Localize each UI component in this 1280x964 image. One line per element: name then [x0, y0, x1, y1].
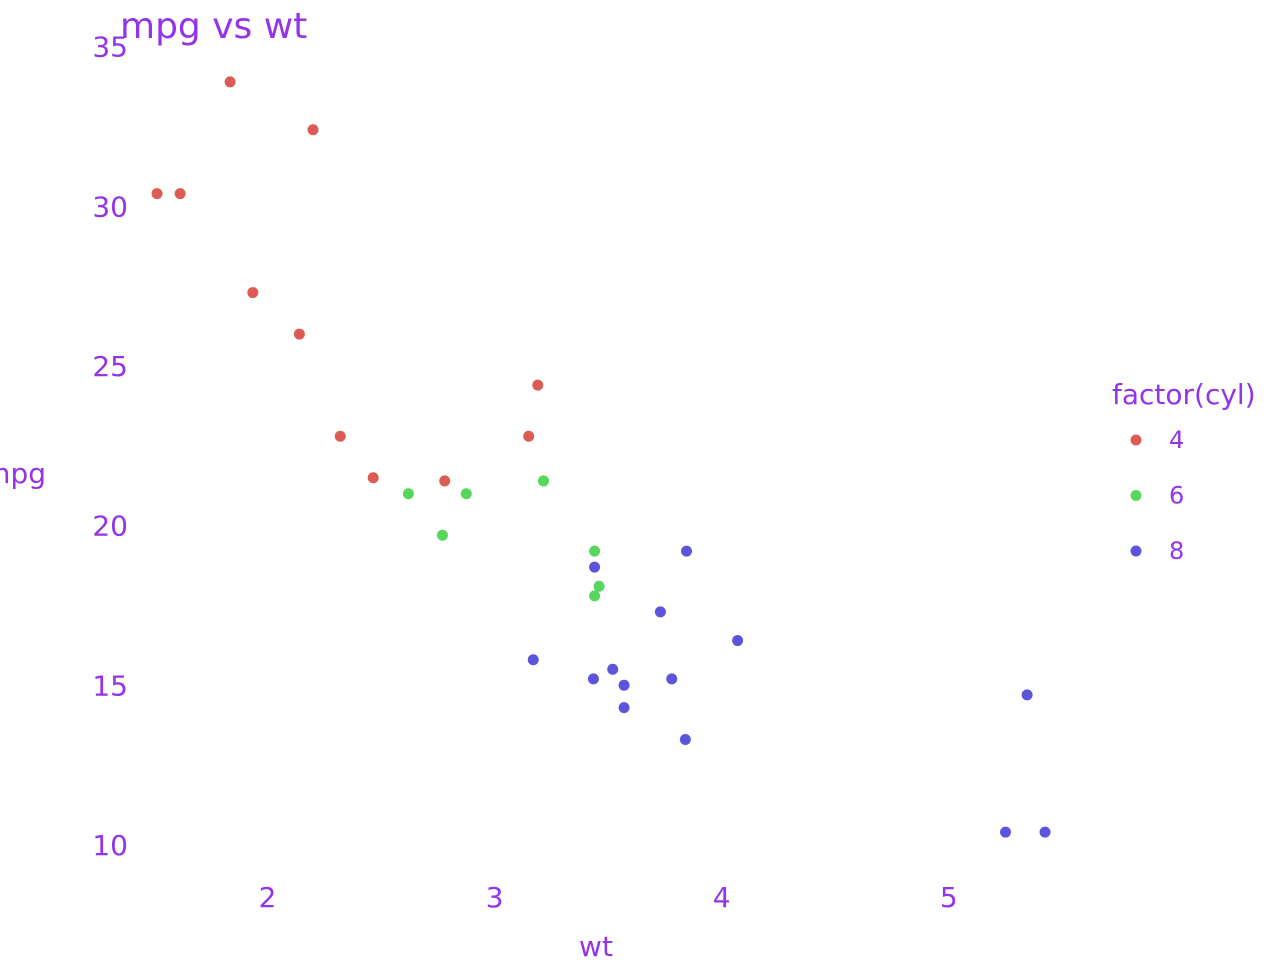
data-point — [224, 76, 236, 88]
data-point — [151, 188, 163, 200]
legend-key-8 — [1130, 545, 1142, 557]
data-point — [618, 702, 630, 714]
data-point — [593, 580, 605, 592]
y-axis-ticks: 10 15 20 25 30 35 — [92, 31, 128, 862]
data-point — [537, 475, 549, 487]
data-point — [681, 545, 693, 557]
x-tick-label: 5 — [940, 881, 958, 914]
data-point — [532, 379, 544, 391]
legend-title: factor(cyl) — [1112, 378, 1256, 411]
data-point — [589, 590, 601, 602]
legend-key-4 — [1130, 434, 1142, 446]
series-cyl-6 — [402, 475, 605, 602]
data-point — [732, 635, 744, 647]
plot-area — [151, 76, 1051, 838]
data-point — [679, 734, 691, 746]
chart-title: mpg vs wt — [120, 6, 307, 47]
data-point — [174, 188, 186, 200]
data-point — [307, 124, 319, 136]
data-point — [439, 475, 451, 487]
legend-label-8: 8 — [1169, 537, 1184, 565]
data-point — [618, 679, 630, 691]
data-point — [523, 430, 535, 442]
x-axis-ticks: 2 3 4 5 — [259, 881, 958, 914]
legend-label-4: 4 — [1169, 426, 1184, 454]
y-axis-label: mpg — [0, 457, 46, 490]
series-cyl-8 — [527, 545, 1051, 838]
data-point — [460, 488, 472, 500]
y-tick-label: 35 — [92, 31, 128, 64]
data-point — [589, 561, 601, 573]
data-point — [1000, 826, 1012, 838]
data-point — [654, 606, 666, 618]
y-tick-label: 10 — [92, 829, 128, 862]
data-point — [1039, 826, 1051, 838]
data-point — [367, 472, 379, 484]
series-cyl-4 — [151, 76, 544, 487]
x-tick-label: 4 — [713, 881, 731, 914]
data-point — [587, 673, 599, 685]
data-point — [607, 663, 619, 675]
data-point — [1021, 689, 1033, 701]
y-tick-label: 15 — [92, 669, 128, 702]
x-tick-label: 2 — [259, 881, 277, 914]
data-point — [436, 529, 448, 541]
data-point — [527, 654, 539, 666]
legend-label-6: 6 — [1169, 482, 1184, 510]
legend-key-6 — [1130, 490, 1142, 501]
y-tick-label: 25 — [92, 350, 128, 383]
data-point — [666, 673, 678, 685]
data-point — [293, 328, 305, 340]
y-tick-label: 30 — [92, 190, 128, 223]
data-point — [334, 430, 346, 442]
x-axis-label: wt — [579, 930, 613, 960]
x-tick-label: 3 — [486, 881, 504, 914]
data-point — [402, 488, 414, 500]
legend: factor(cyl) 4 6 8 — [1112, 378, 1256, 565]
data-point — [247, 287, 259, 299]
y-tick-label: 20 — [92, 510, 128, 543]
data-point — [589, 545, 601, 557]
